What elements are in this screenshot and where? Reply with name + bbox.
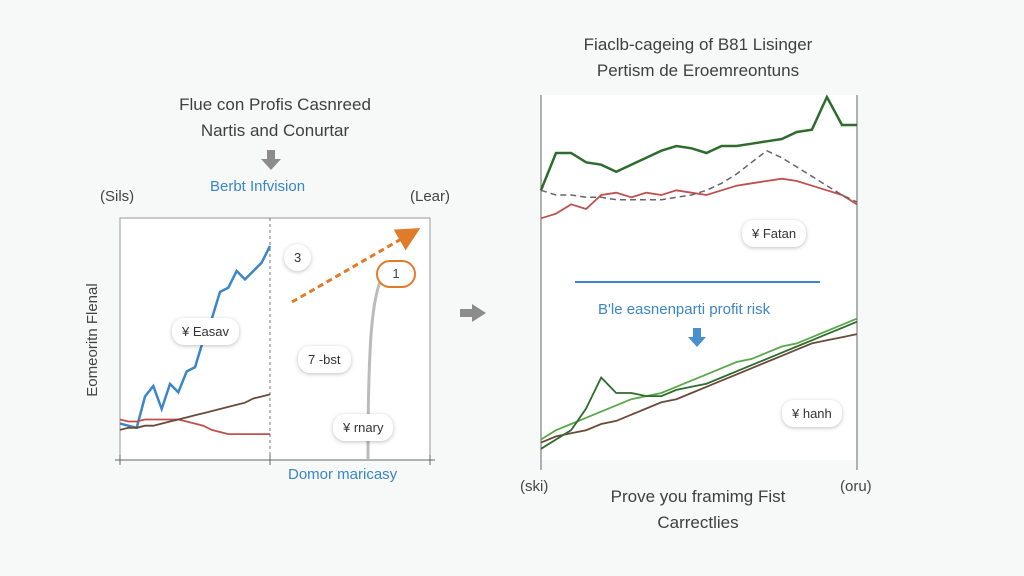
left-series-blue-line [119, 245, 272, 430]
left-bubble-7: 7 -bst [298, 346, 351, 373]
right-top-green-line [539, 94, 857, 191]
right-title-line2: Pertism de Eroemreontuns [596, 61, 800, 80]
left-corner-label-right: (Lear) [410, 188, 451, 205]
right-arrow-icon [460, 304, 486, 322]
right-corner-label-right: (oru) [840, 478, 872, 495]
right-bottom-darkgreen-line [540, 320, 858, 450]
right-title-line1: Fiaclb-cageing of B81 Lisinger [583, 35, 813, 54]
right-corner-label-left: (ski) [520, 478, 549, 495]
left-bottom-label: Domor maricasy [288, 466, 398, 483]
left-series-brown-line [119, 393, 271, 431]
left-bubble-easav: ¥ Easav [172, 318, 239, 345]
right-top-dashed-line [540, 149, 858, 203]
right-blue-label: B'le easnenparti profit risk [598, 301, 771, 318]
right-footer-line2: Carrectlies [657, 513, 739, 532]
right-bottom-brown-line [540, 333, 858, 444]
blue-down-arrow-icon [688, 328, 706, 347]
left-title-line2: Nartis and Conurtar [200, 121, 350, 140]
orange-dashed-arrow [291, 228, 421, 304]
left-series-red-line [119, 418, 270, 436]
left-bubble-rnary: ¥ rnary [333, 414, 394, 441]
left-bubble-1: 1 [376, 260, 416, 288]
left-title-line1: Flue con Profis Casnreed [179, 95, 371, 114]
left-corner-label-left: (Sils) [100, 188, 135, 205]
right-bottom-green-line [540, 317, 858, 441]
right-bubble-hanh: ¥ hanh [782, 400, 842, 427]
right-chart-title: Fiaclb-cageing of B81 Lisinger Pertism d… [548, 32, 848, 84]
left-bubble-3: 3 [284, 244, 312, 271]
right-footer-line1: Prove you framimg Fist [610, 487, 786, 506]
down-arrow-icon [261, 150, 281, 170]
right-top-red-line [540, 177, 858, 220]
right-bubble-fatan: ¥ Fatan [742, 220, 807, 247]
left-chart-title: Flue con Profis Casnreed Nartis and Conu… [150, 92, 400, 144]
right-footer: Prove you framimg Fist Carrectlies [568, 484, 828, 536]
left-blue-label: Berbt Infvision [210, 178, 306, 195]
right-plot-bg [541, 95, 857, 460]
